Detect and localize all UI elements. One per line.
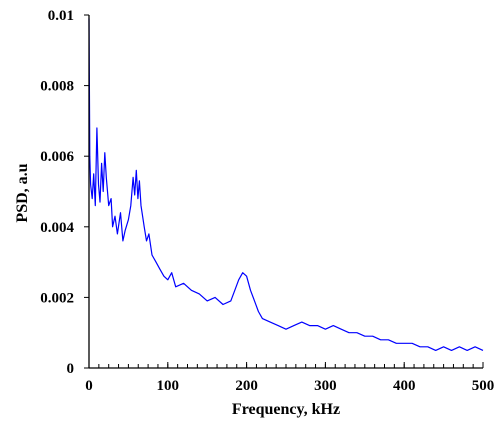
psd-series-line <box>88 18 484 351</box>
x-tick-label: 500 <box>472 378 495 394</box>
y-tick-label: 0 <box>67 361 75 377</box>
x-tick-label: 0 <box>85 378 93 394</box>
x-tick-label: 300 <box>314 378 337 394</box>
y-tick-label: 0.002 <box>40 290 74 306</box>
y-axis-label: PSD, a.u <box>14 163 31 222</box>
axes-layer <box>88 15 483 369</box>
y-tick-label: 0.006 <box>40 149 74 165</box>
series-layer <box>88 18 484 351</box>
x-tick-label: 400 <box>393 378 416 394</box>
y-tick-label: 0.008 <box>40 79 74 95</box>
ticks-layer: 0 100 200 300 400 500 0 0.002 0.004 0.006 0.008 0.0… <box>40 8 494 394</box>
x-axis-label: Frequency, kHz <box>232 401 340 418</box>
x-tick-label: 100 <box>157 378 180 394</box>
y-tick-label: 0.004 <box>40 220 74 236</box>
x-tick-label: 200 <box>235 378 258 394</box>
y-tick-label: 0.01 <box>48 8 74 24</box>
